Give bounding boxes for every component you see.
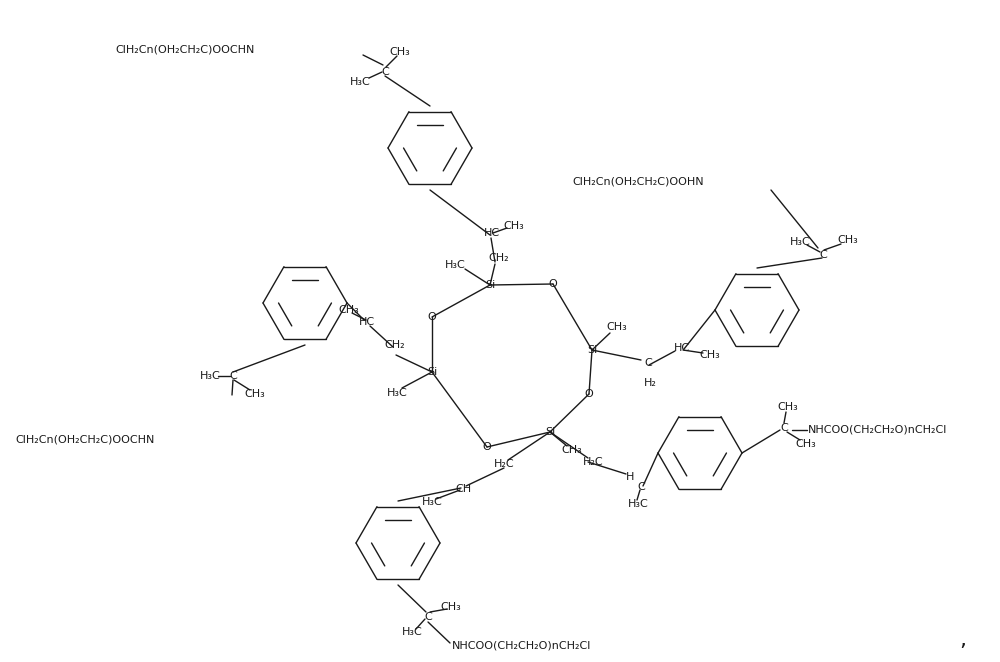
Text: CH₂: CH₂ [385, 340, 405, 350]
Text: NHCOO(CH₂CH₂O)nCH₂Cl: NHCOO(CH₂CH₂O)nCH₂Cl [452, 641, 591, 651]
Text: ,: , [960, 630, 966, 650]
Text: C: C [819, 250, 827, 260]
Text: CH₃: CH₃ [390, 47, 410, 57]
Text: C: C [381, 67, 389, 77]
Text: Si: Si [427, 367, 437, 377]
Text: C: C [637, 482, 645, 492]
Text: HC: HC [674, 343, 690, 353]
Text: O: O [483, 442, 491, 452]
Text: CH₃: CH₃ [245, 389, 265, 399]
Text: O: O [585, 389, 593, 399]
Text: HC: HC [484, 228, 500, 238]
Text: CH₃: CH₃ [441, 602, 461, 612]
Text: H₃C: H₃C [790, 237, 810, 247]
Text: H₃C: H₃C [200, 371, 220, 381]
Text: H₂: H₂ [644, 378, 656, 388]
Text: CH₃: CH₃ [562, 445, 582, 455]
Text: H₃C: H₃C [422, 497, 442, 507]
Text: CH₂: CH₂ [489, 253, 509, 263]
Text: CH₃: CH₃ [838, 235, 858, 245]
Text: C: C [424, 612, 432, 622]
Text: ClH₂Cn(OH₂CH₂C)OOCHN: ClH₂Cn(OH₂CH₂C)OOCHN [15, 435, 154, 445]
Text: CH₃: CH₃ [607, 322, 627, 332]
Text: CH₃: CH₃ [700, 350, 720, 360]
Text: C: C [644, 358, 652, 368]
Text: ClH₂Cn(OH₂CH₂C)OOHN: ClH₂Cn(OH₂CH₂C)OOHN [572, 177, 704, 187]
Text: ClH₂Cn(OH₂CH₂C)OOCHN: ClH₂Cn(OH₂CH₂C)OOCHN [115, 45, 254, 55]
Text: H₃C: H₃C [402, 627, 422, 637]
Text: H₃C: H₃C [628, 499, 648, 509]
Text: CH₃: CH₃ [339, 305, 359, 315]
Text: NHCOO(CH₂CH₂O)nCH₂Cl: NHCOO(CH₂CH₂O)nCH₂Cl [808, 425, 947, 435]
Text: Si: Si [545, 427, 555, 437]
Text: CH₃: CH₃ [778, 402, 798, 412]
Text: Si: Si [587, 345, 597, 355]
Text: H₃C: H₃C [387, 388, 407, 398]
Text: C: C [229, 371, 237, 381]
Text: HC: HC [359, 317, 375, 327]
Text: O: O [428, 312, 436, 322]
Text: H₂C: H₂C [494, 459, 514, 469]
Text: H₃C: H₃C [445, 260, 465, 270]
Text: CH₃: CH₃ [504, 221, 524, 231]
Text: O: O [549, 279, 557, 289]
Text: H₃C: H₃C [350, 77, 370, 87]
Text: H₂C: H₂C [583, 457, 603, 467]
Text: C: C [780, 423, 788, 433]
Text: CH₃: CH₃ [796, 439, 816, 449]
Text: CH: CH [455, 484, 471, 494]
Text: H: H [626, 472, 634, 482]
Text: Si: Si [485, 280, 495, 290]
